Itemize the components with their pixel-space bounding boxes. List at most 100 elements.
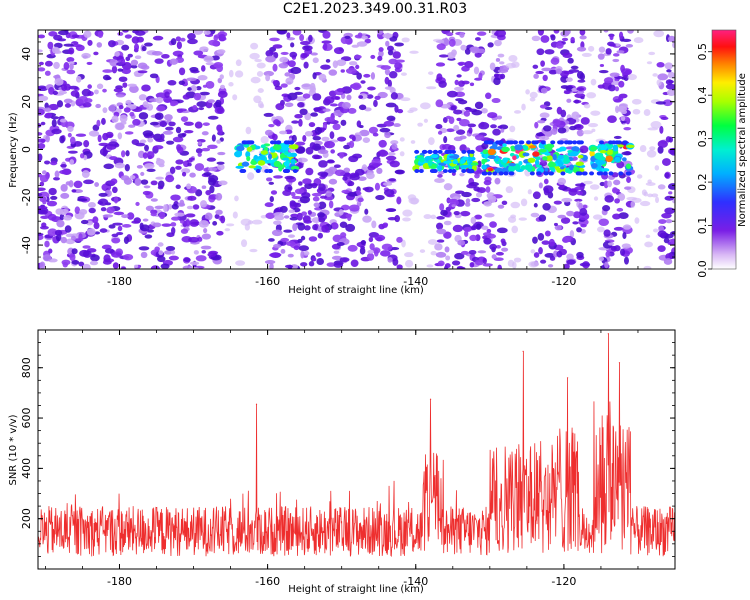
spectrogram-cell — [296, 212, 303, 221]
spectrogram-cell — [157, 242, 164, 247]
spectrogram-cell — [347, 244, 358, 252]
spectrogram-cell — [165, 126, 174, 131]
spectrogram-cell — [505, 186, 514, 194]
spectrogram-signal-edge — [550, 140, 556, 145]
spectrogram-signal-cell — [268, 153, 273, 160]
spectrogram-cell — [328, 200, 334, 209]
spectrogram-cell — [550, 34, 556, 41]
spectrogram-signal-cell — [430, 154, 439, 159]
spectrogram-cell — [404, 259, 414, 268]
spectrogram-cell — [667, 71, 675, 79]
snr-x-axis-label: Height of straight line (km) — [288, 584, 424, 595]
spectrogram-cell — [579, 145, 589, 154]
spectrogram-cell — [385, 32, 391, 40]
spectrogram-cell — [128, 124, 136, 128]
spectrogram-cell — [494, 32, 499, 36]
colorbar-ticks: 0.0 0.1 0.2 0.3 0.4 0.5 — [696, 43, 712, 278]
spectrogram-cell — [565, 77, 573, 82]
spectrogram-cell — [609, 35, 614, 41]
spectrogram-cell — [464, 230, 469, 237]
spectrogram-cell — [312, 257, 317, 262]
spectrogram-cell — [134, 55, 142, 60]
spectrogram-signal-edge — [498, 171, 504, 176]
spectrogram-cell — [496, 227, 508, 234]
spectrogram-cell — [497, 264, 502, 269]
spectrogram-cell — [309, 142, 316, 149]
spectrogram-cell — [409, 107, 418, 112]
spectrogram-cell — [192, 30, 204, 35]
spectrogram-cell — [528, 261, 539, 268]
spectrogram-cell — [576, 46, 587, 52]
snr-peak-point — [522, 350, 524, 352]
spectrogram-cell — [318, 217, 326, 223]
spectrogram-x-axis-label: Height of straight line (km) — [288, 285, 424, 296]
spectrogram-cell — [102, 69, 113, 73]
spectrogram-cell — [379, 250, 391, 257]
spectrogram-cell — [83, 179, 94, 185]
spectrogram-cell — [68, 180, 74, 188]
spectrogram-signal-cell — [555, 148, 564, 152]
spectrogram-cell — [67, 150, 78, 154]
spectrogram-signal-edge — [285, 140, 291, 145]
spectrogram-signal-edge — [432, 169, 438, 174]
spectrogram-signal-edge — [239, 169, 245, 174]
spectrogram-cell — [84, 98, 93, 103]
spectrogram-cell — [385, 155, 397, 161]
spectrogram-cell — [216, 64, 224, 73]
spectrogram-signal-edge — [596, 171, 602, 176]
spectrogram-signal-edge — [461, 169, 467, 174]
spectrogram-cell — [283, 215, 290, 219]
spectrogram-cell — [320, 172, 328, 178]
spectrogram-signal-cell — [527, 157, 536, 163]
spectrogram-cell — [329, 131, 335, 140]
spectrogram-cell — [107, 134, 113, 138]
snr-peak-point — [607, 333, 609, 335]
spectrogram-cell — [54, 229, 63, 236]
spectrogram-cell — [63, 62, 70, 70]
spectrogram-cell — [538, 182, 543, 189]
spectrogram-cell — [388, 70, 398, 79]
spectrogram-cell — [287, 234, 296, 238]
spectrogram-cell — [583, 180, 593, 185]
spectrogram-cell — [51, 128, 62, 135]
spectrogram-cell — [434, 243, 443, 251]
spectrogram-panel: -180 -160 -140 -120 -40 -20 0 20 40 Height of s… — [8, 29, 676, 296]
spectrogram-cell — [651, 193, 659, 198]
spectrogram-cell — [301, 83, 312, 90]
spectrogram-cell — [193, 92, 202, 101]
spectrogram-cell — [89, 260, 99, 266]
spectrogram-cell — [457, 239, 466, 246]
spectrogram-cell — [137, 62, 148, 69]
spectrogram-cell — [562, 52, 573, 58]
spectrogram-cell — [187, 33, 196, 40]
spectrogram-cell — [158, 250, 164, 256]
spectrogram-cell — [419, 249, 426, 253]
spectrogram-cell — [269, 263, 274, 269]
spectrogram-cell — [310, 112, 318, 117]
spectrogram-signal-edge — [611, 140, 617, 145]
spectrogram-cell — [384, 132, 391, 139]
spectrogram-cell — [269, 252, 281, 258]
spectrogram-cell — [598, 218, 609, 227]
spectrogram-cell — [587, 45, 595, 52]
spectrogram-cell — [285, 77, 294, 85]
spectrogram-cell — [388, 58, 398, 65]
spectrogram-signal-edge — [437, 149, 443, 154]
spectrogram-cell — [67, 132, 72, 138]
spectrogram-signal-cell — [460, 157, 466, 164]
spectrogram-signal-cell — [548, 161, 555, 167]
spectrogram-cell — [73, 180, 83, 189]
spectrogram-cell — [212, 221, 218, 226]
spectrogram-cell — [617, 193, 626, 201]
spectrogram-cell — [468, 249, 477, 255]
spectrogram-cell — [559, 70, 569, 78]
spectrogram-cell — [125, 150, 130, 157]
spectrogram-cell — [513, 257, 522, 263]
spectrogram-cell — [616, 107, 624, 112]
spectrogram-cell — [618, 80, 625, 88]
spectrogram-cell — [119, 114, 128, 123]
spectrogram-cell — [470, 46, 480, 54]
spectrogram-cell — [672, 41, 675, 49]
spectrogram-cell — [273, 119, 280, 126]
spectrogram-cell — [70, 90, 80, 97]
